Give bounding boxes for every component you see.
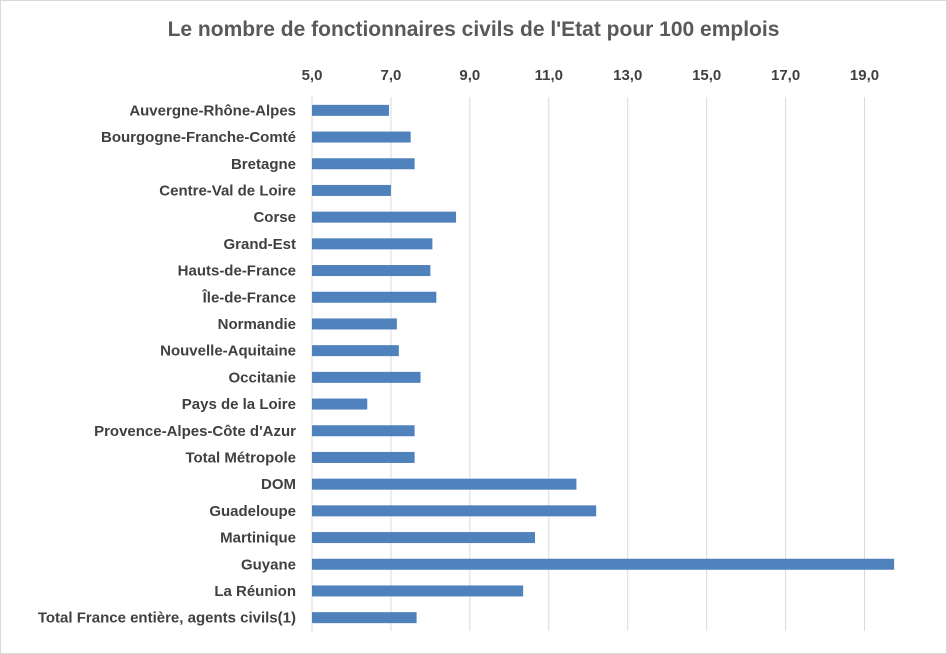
bar — [312, 184, 391, 196]
bar — [312, 238, 433, 250]
bar — [312, 291, 437, 303]
category-label: Auvergne-Rhône-Alpes — [129, 102, 296, 119]
x-tick-label: 17,0 — [771, 67, 800, 84]
category-label: Guyane — [241, 556, 296, 573]
x-tick-label: 5,0 — [302, 67, 323, 84]
category-label: Grand-Est — [223, 236, 296, 253]
bar — [312, 532, 535, 544]
x-tick-label: 13,0 — [613, 67, 642, 84]
category-labels: Auvergne-Rhône-Alpes Bourgogne-Franche-Co… — [38, 102, 296, 626]
category-label: Corse — [253, 209, 296, 226]
category-label: Total Métropole — [185, 449, 296, 466]
category-label: DOM — [261, 476, 296, 493]
category-label: Occitanie — [228, 369, 296, 386]
bar — [312, 612, 417, 624]
bar — [312, 478, 577, 490]
x-tick-label: 19,0 — [850, 67, 879, 84]
category-label: Normandie — [218, 316, 296, 333]
bar — [312, 371, 421, 383]
category-label: Total France entière, agents civils(1) — [38, 610, 296, 627]
category-label: Martinique — [220, 530, 296, 547]
category-label: Provence-Alpes-Côte d'Azur — [94, 423, 296, 440]
bars — [312, 104, 895, 624]
x-tick-label: 11,0 — [535, 67, 563, 84]
category-label: Pays de la Loire — [182, 396, 296, 413]
bar — [312, 131, 411, 143]
x-tick-label: 7,0 — [381, 67, 402, 84]
bar — [312, 398, 368, 410]
x-tick-label: 15,0 — [692, 67, 721, 84]
category-label: Hauts-de-France — [178, 263, 296, 280]
bar — [312, 318, 397, 330]
category-label: Nouvelle-Aquitaine — [160, 343, 296, 360]
category-label: Centre-Val de Loire — [159, 182, 296, 199]
bar — [312, 211, 457, 223]
bar — [312, 265, 431, 277]
bar — [312, 158, 415, 170]
bar — [312, 425, 415, 437]
grid-lines — [311, 97, 866, 631]
x-tick-label: 9,0 — [459, 67, 480, 84]
chart-title: Le nombre de fonctionnaires civils de l'… — [167, 18, 780, 41]
category-label: Bourgogne-Franche-Comté — [101, 129, 296, 146]
bar — [312, 104, 389, 116]
bar — [312, 585, 524, 597]
category-label: La Réunion — [214, 583, 296, 600]
category-label: Île-de-France — [202, 288, 296, 306]
bar — [312, 345, 399, 357]
category-label: Bretagne — [231, 156, 296, 173]
bar — [312, 558, 895, 570]
bar — [312, 505, 597, 517]
x-axis-ticks: 5,0 7,0 9,0 11,0 13,0 15,0 17,0 19,0 — [302, 67, 880, 84]
bar — [312, 451, 415, 463]
category-label: Guadeloupe — [209, 503, 296, 520]
